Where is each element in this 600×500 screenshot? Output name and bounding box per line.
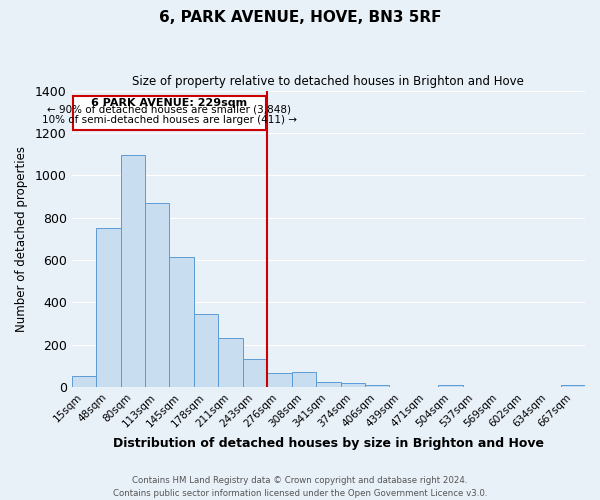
Text: 6 PARK AVENUE: 229sqm: 6 PARK AVENUE: 229sqm: [91, 98, 248, 108]
Text: Contains HM Land Registry data © Crown copyright and database right 2024.
Contai: Contains HM Land Registry data © Crown c…: [113, 476, 487, 498]
Bar: [365, 385, 389, 387]
X-axis label: Distribution of detached houses by size in Brighton and Hove: Distribution of detached houses by size …: [113, 437, 544, 450]
Bar: [292, 372, 316, 387]
Y-axis label: Number of detached properties: Number of detached properties: [15, 146, 28, 332]
Bar: [169, 256, 194, 387]
Bar: [267, 373, 292, 387]
Bar: [341, 382, 365, 387]
Text: 6, PARK AVENUE, HOVE, BN3 5RF: 6, PARK AVENUE, HOVE, BN3 5RF: [159, 10, 441, 25]
Bar: [243, 360, 267, 387]
Bar: [194, 314, 218, 387]
Bar: [560, 385, 585, 387]
Bar: [316, 382, 341, 387]
Bar: [96, 228, 121, 387]
Bar: [439, 385, 463, 387]
Text: ← 90% of detached houses are smaller (3,848): ← 90% of detached houses are smaller (3,…: [47, 104, 292, 115]
Bar: [71, 376, 96, 387]
Bar: [218, 338, 243, 387]
Bar: [121, 155, 145, 387]
Bar: [145, 203, 169, 387]
Title: Size of property relative to detached houses in Brighton and Hove: Size of property relative to detached ho…: [133, 75, 524, 88]
Text: 10% of semi-detached houses are larger (411) →: 10% of semi-detached houses are larger (…: [42, 115, 297, 125]
FancyBboxPatch shape: [73, 96, 266, 130]
